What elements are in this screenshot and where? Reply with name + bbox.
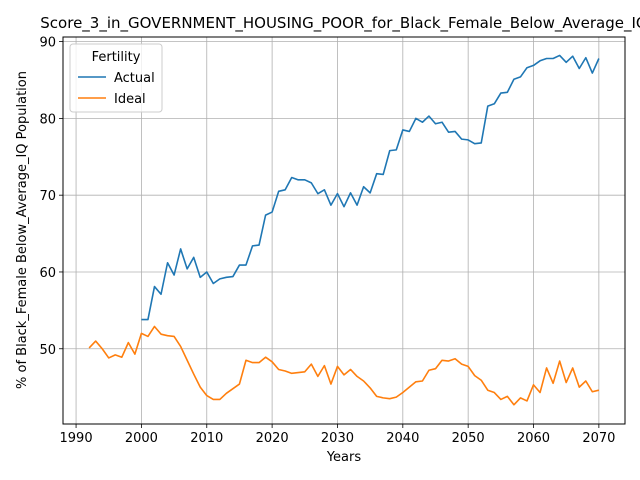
plot-frame [62, 36, 626, 425]
x-axis-ticks: 1990 2000 2010 2020 2030 2040 2050 2060 2070 [60, 424, 615, 446]
x-tick-label: 2040 [386, 431, 419, 446]
legend-label-ideal: Ideal [114, 92, 146, 107]
x-tick-label: 2000 [125, 431, 158, 446]
legend-box [69, 43, 163, 113]
x-tick-label: 1990 [60, 431, 93, 446]
y-tick-label: 60 [39, 266, 56, 281]
series-line-actual [141, 54, 600, 321]
legend-label-actual: Actual [114, 71, 155, 86]
grid-lines [63, 37, 625, 424]
y-tick-label: 80 [39, 112, 56, 127]
chart-title: Score_3_in_GOVERNMENT_HOUSING_POOR_for_B… [40, 14, 640, 33]
y-tick-label: 70 [39, 189, 56, 204]
x-tick-label: 2020 [256, 431, 289, 446]
x-tick-label: 2050 [452, 431, 485, 446]
y-tick-label: 50 [39, 343, 56, 358]
x-tick-label: 2060 [517, 431, 550, 446]
x-tick-label: 2030 [321, 431, 354, 446]
y-tick-label: 90 [39, 36, 56, 51]
legend-title: Fertility [92, 50, 141, 65]
legend: Fertility Actual Ideal [69, 43, 163, 113]
x-tick-label: 2010 [190, 431, 223, 446]
x-axis-label: Years [326, 450, 362, 465]
series-line-ideal [88, 325, 600, 406]
y-axis-ticks: 50 60 70 80 90 [39, 36, 63, 358]
y-axis-label: % of Black_Female Below_Average_IQ Popul… [15, 71, 30, 389]
x-tick-label: 2070 [582, 431, 615, 446]
series-layer [88, 54, 600, 406]
